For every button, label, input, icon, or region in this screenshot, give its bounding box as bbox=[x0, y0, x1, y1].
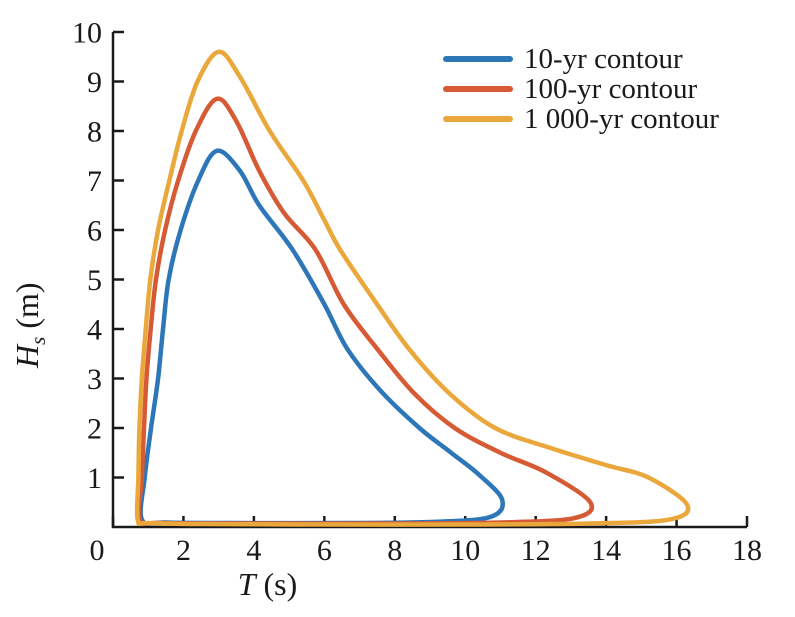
legend-line-10yr bbox=[443, 56, 513, 62]
legend-line-100yr bbox=[443, 86, 513, 92]
x-axis-tick-label: 6 bbox=[317, 534, 332, 567]
legend-label-1000yr: 1 000-yr contour bbox=[524, 103, 719, 135]
y-axis-tick-label: 9 bbox=[87, 66, 102, 99]
y-axis-variable: H bbox=[8, 344, 45, 368]
legend-label-10yr: 10-yr contour bbox=[524, 43, 683, 75]
legend-label-100yr: 100-yr contour bbox=[524, 73, 698, 105]
x-axis-tick-label: 10 bbox=[450, 534, 480, 567]
x-axis-label-wrap: T (s) bbox=[0, 566, 795, 603]
y-axis-tick-label: 2 bbox=[87, 413, 102, 446]
contour-curve-10-yr-contour bbox=[138, 148, 505, 526]
x-axis-tick-label: 4 bbox=[246, 534, 261, 567]
y-axis-tick-label: 7 bbox=[87, 165, 102, 198]
x-axis-variable: T bbox=[237, 566, 256, 602]
x-axis-tick-label: 12 bbox=[521, 534, 551, 567]
y-axis-label: Hs (m) bbox=[9, 175, 51, 475]
y-axis-tick-label: 4 bbox=[87, 314, 102, 347]
y-axis-unit: (m) bbox=[8, 282, 45, 337]
x-axis-tick-label: 18 bbox=[732, 534, 762, 567]
legend-item: 10-yr contour bbox=[443, 44, 719, 74]
x-axis-tick-label: 0 bbox=[90, 534, 105, 567]
y-axis-subscript: s bbox=[26, 336, 51, 345]
legend-item: 100-yr contour bbox=[443, 74, 719, 104]
legend-line-1000yr bbox=[443, 116, 513, 122]
contour-curve-1-000-yr-contour bbox=[134, 49, 691, 527]
y-axis-tick-label: 3 bbox=[87, 363, 102, 396]
x-axis-tick-label: 8 bbox=[387, 534, 402, 567]
legend-item: 1 000-yr contour bbox=[443, 104, 719, 134]
x-axis-tick-label: 16 bbox=[662, 534, 692, 567]
legend: 10-yr contour 100-yr contour 1 000-yr co… bbox=[443, 44, 719, 134]
y-axis-tick-label: 8 bbox=[87, 116, 102, 149]
x-axis-tick-label: 14 bbox=[591, 534, 621, 567]
x-axis-tick-label: 2 bbox=[176, 534, 191, 567]
x-axis-unit: (s) bbox=[255, 566, 298, 602]
y-axis-tick-label: 10 bbox=[72, 17, 102, 50]
y-axis-tick-label: 1 bbox=[87, 462, 102, 495]
y-axis-tick-label: 6 bbox=[87, 215, 102, 248]
x-axis-label: T (s) bbox=[238, 566, 298, 602]
y-axis-tick-label: 5 bbox=[87, 264, 102, 297]
